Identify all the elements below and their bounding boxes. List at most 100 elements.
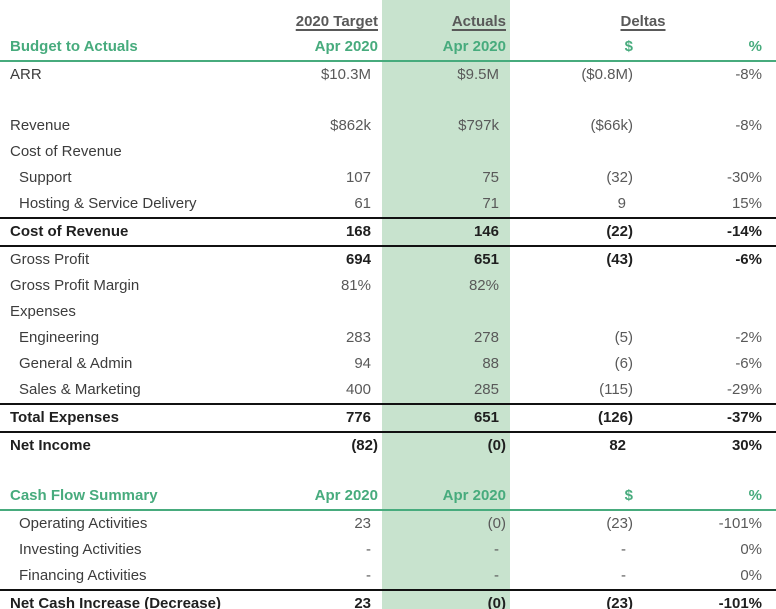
cell-label: Net Income xyxy=(10,437,91,454)
cell-delta-percent xyxy=(640,273,776,299)
cell-label: Total Expenses xyxy=(0,404,286,433)
cell-target: 283 xyxy=(345,329,371,346)
spacer-row xyxy=(0,88,776,113)
budget-section-header-row: Budget to Actuals Apr 2020 Apr 2020 $ % xyxy=(0,34,776,62)
cashflow-delta-dollar-header: $ xyxy=(510,483,640,511)
cell-delta-dollar: - xyxy=(621,541,626,558)
cell-delta-dollar: 82 xyxy=(609,437,626,454)
spacer-row xyxy=(0,459,776,483)
cell-header-deltas: Deltas xyxy=(510,0,776,34)
cell-actuals: (0) xyxy=(382,432,510,459)
cell-actuals: - xyxy=(382,563,510,591)
cell-delta-dollar: (5) xyxy=(614,329,633,346)
cell-target xyxy=(286,139,382,165)
cashflow-target-period: Apr 2020 xyxy=(286,483,382,511)
cell-target: 81% xyxy=(340,277,371,294)
cell-label: Cost of Revenue xyxy=(10,143,122,160)
cell-target: 400 xyxy=(286,377,382,405)
cashflow-actuals-period: Apr 2020 xyxy=(382,483,510,511)
cell-delta-dollar: (23) xyxy=(510,590,640,609)
deltas-column-header: Deltas xyxy=(620,13,666,30)
cell-label: Revenue xyxy=(10,117,71,134)
cell-delta-percent: -2% xyxy=(735,329,762,346)
cell-label: Net Cash Increase (Decrease) xyxy=(0,590,286,609)
cell-empty xyxy=(286,88,382,113)
cell-delta-percent: 0% xyxy=(740,541,762,558)
row-net-income: Net Income (82) (0) 82 30% xyxy=(0,432,776,459)
cell-delta-percent: -14% xyxy=(640,218,776,247)
cell-delta-percent xyxy=(640,299,776,325)
cell-label: Sales & Marketing xyxy=(0,377,286,405)
row-cost-of-revenue-total: Cost of Revenue 168 146 (22) -14% xyxy=(0,218,776,247)
budget-actuals-period: Apr 2020 xyxy=(382,34,510,62)
cell-target: 107 xyxy=(345,169,371,186)
cell-delta-percent: -30% xyxy=(726,169,762,186)
cell-empty xyxy=(510,88,640,113)
budget-target-period: Apr 2020 xyxy=(286,34,382,62)
cell-target: - xyxy=(366,541,371,558)
cell-target: 168 xyxy=(286,218,382,247)
cell-delta-percent: -101% xyxy=(718,515,762,532)
cashflow-delta-percent-header: % xyxy=(640,483,776,511)
cell-empty xyxy=(0,88,286,113)
cell-delta-dollar: (22) xyxy=(510,218,640,247)
cell-target: 23 xyxy=(354,515,371,532)
row-support: Support 107 75 (32) -30% xyxy=(0,165,776,191)
cell-delta-dollar: (115) xyxy=(510,377,640,405)
cell-delta-dollar: ($66k) xyxy=(590,117,633,134)
row-gross-profit: Gross Profit 694 651 (43) -6% xyxy=(0,246,776,273)
cell-empty xyxy=(640,459,776,483)
cell-delta-percent: -29% xyxy=(640,377,776,405)
cell-empty xyxy=(0,0,286,34)
cell-target: 776 xyxy=(286,404,382,433)
row-revenue: Revenue $862k $797k ($66k) -8% xyxy=(0,113,776,139)
cell-delta-percent: -37% xyxy=(640,404,776,433)
row-arr: ARR $10.3M $9.5M ($0.8M) -8% xyxy=(0,61,776,88)
cell-actuals: (0) xyxy=(382,510,510,537)
cell-delta-dollar: 9 xyxy=(510,191,640,219)
cell-empty xyxy=(0,459,286,483)
cell-target: $10.3M xyxy=(320,66,371,83)
cell-target: 61 xyxy=(286,191,382,219)
cell-empty xyxy=(640,88,776,113)
cell-actuals: 278 xyxy=(382,325,510,351)
cell-actuals: 285 xyxy=(382,377,510,405)
column-headers-row: 2020 Target Actuals Deltas xyxy=(0,0,776,34)
row-net-cash-increase: Net Cash Increase (Decrease) 23 (0) (23)… xyxy=(0,590,776,609)
row-engineering: Engineering 283 278 (5) -2% xyxy=(0,325,776,351)
cell-label: Gross Profit xyxy=(10,251,90,268)
row-sales-marketing: Sales & Marketing 400 285 (115) -29% xyxy=(0,377,776,405)
cell-label: Financing Activities xyxy=(0,563,286,591)
cell-delta-dollar xyxy=(510,139,640,165)
cell-header-target: 2020 Target xyxy=(286,0,382,34)
cell-delta-dollar xyxy=(510,299,640,325)
cell-label: Operating Activities xyxy=(19,515,148,532)
cashflow-section-title: Cash Flow Summary xyxy=(0,483,286,511)
cell-delta-percent: -8% xyxy=(735,117,762,134)
cell-target xyxy=(286,299,382,325)
cell-actuals: 146 xyxy=(382,218,510,247)
row-general-admin: General & Admin 94 88 (6) -6% xyxy=(0,351,776,377)
row-hosting-service-delivery: Hosting & Service Delivery 61 71 9 15% xyxy=(0,191,776,219)
budget-delta-percent-header: % xyxy=(640,34,776,62)
target-column-header: 2020 Target xyxy=(295,13,378,30)
cell-delta-percent: 30% xyxy=(731,437,762,454)
cell-label: Cost of Revenue xyxy=(0,218,286,247)
cell-label: Engineering xyxy=(19,329,100,346)
cell-delta-percent: 15% xyxy=(640,191,776,219)
row-gross-profit-margin: Gross Profit Margin 81% 82% xyxy=(0,273,776,299)
cell-actuals: 651 xyxy=(382,404,510,433)
row-investing-activities: Investing Activities - - - 0% xyxy=(0,537,776,563)
cell-target: 694 xyxy=(345,251,371,268)
cashflow-section-header-row: Cash Flow Summary Apr 2020 Apr 2020 $ % xyxy=(0,483,776,511)
cell-actuals: 651 xyxy=(382,246,510,273)
cell-label: General & Admin xyxy=(19,355,133,372)
cell-actuals xyxy=(382,299,510,325)
row-operating-activities: Operating Activities 23 (0) (23) -101% xyxy=(0,510,776,537)
cell-actuals: (0) xyxy=(382,590,510,609)
cell-label: Hosting & Service Delivery xyxy=(0,191,286,219)
cell-delta-percent xyxy=(640,139,776,165)
cell-empty xyxy=(286,459,382,483)
cell-actuals xyxy=(382,139,510,165)
